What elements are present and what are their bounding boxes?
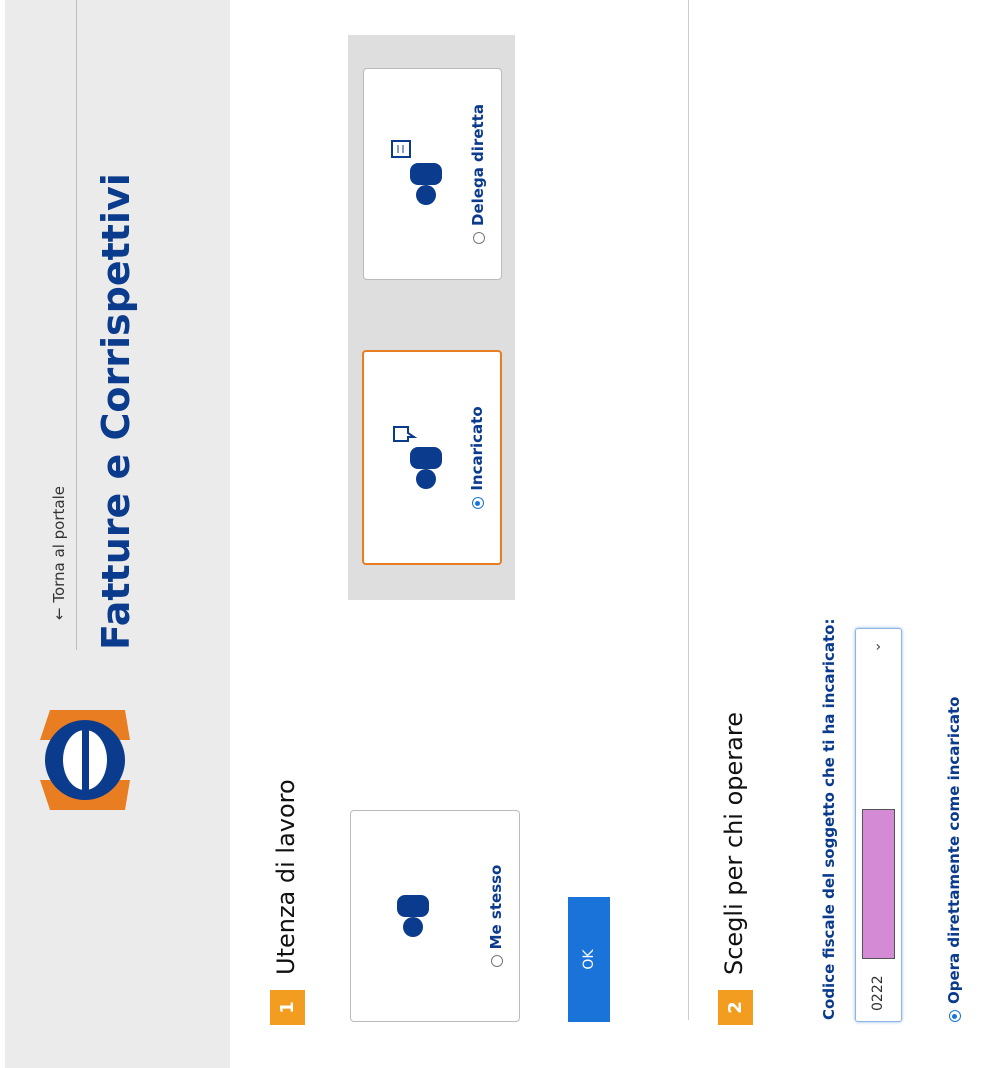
redaction bbox=[862, 809, 895, 959]
app-title: Fatture e Corrispettivi bbox=[94, 173, 138, 650]
radio-label: Opera direttamente come incaricato bbox=[945, 696, 963, 1004]
radio-option[interactable]: Opera direttamente come incaricato bbox=[945, 697, 963, 1022]
option-label: Delega diretta bbox=[469, 104, 487, 226]
radio[interactable] bbox=[491, 955, 503, 968]
divider bbox=[76, 0, 77, 650]
step-title: Scegli per chi operare bbox=[720, 712, 748, 975]
option-label: Me stesso bbox=[487, 864, 505, 950]
step-badge: 2 bbox=[718, 990, 753, 1025]
option-card[interactable]: Incaricato bbox=[362, 350, 502, 565]
radio[interactable] bbox=[472, 496, 484, 509]
user-icon bbox=[391, 140, 442, 205]
field-label: Codice fiscale del soggetto che ti ha in… bbox=[820, 618, 838, 1020]
ok-button[interactable]: OK bbox=[568, 897, 610, 1022]
select-value: 0222 bbox=[870, 975, 886, 1011]
divider bbox=[688, 0, 689, 1020]
user-icon bbox=[397, 895, 429, 937]
option-card[interactable]: Delega diretta bbox=[363, 68, 502, 280]
logo bbox=[40, 710, 130, 810]
back-link[interactable]: ← Torna al portale bbox=[50, 486, 68, 620]
select[interactable]: 0222 ⌄ bbox=[855, 628, 902, 1022]
step-title: Utenza di lavoro bbox=[272, 779, 300, 975]
chevron: ⌄ bbox=[868, 641, 884, 653]
radio[interactable] bbox=[473, 231, 485, 244]
option-card[interactable]: Me stesso bbox=[350, 810, 520, 1022]
user-icon bbox=[393, 426, 442, 489]
option-label: Incaricato bbox=[468, 406, 486, 491]
radio[interactable] bbox=[949, 1010, 961, 1022]
step-badge: 1 bbox=[270, 990, 305, 1025]
